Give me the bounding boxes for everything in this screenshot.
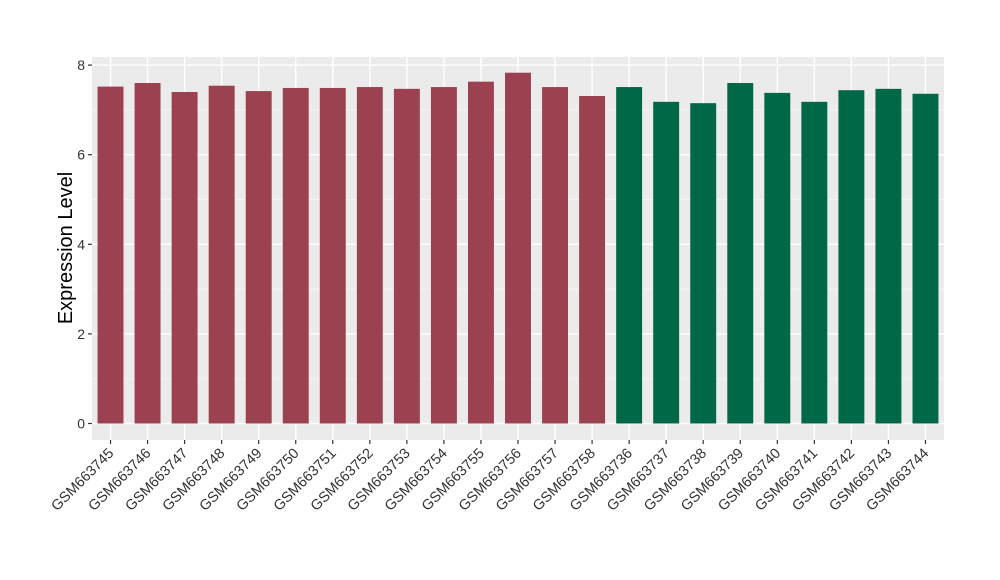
y-tick-label: 6 (77, 147, 85, 163)
bar-GSM663739 (727, 83, 754, 424)
y-axis-title: Expression Level (55, 172, 77, 324)
y-axis: 0 2 4 6 8 (77, 57, 92, 432)
bar-GSM663757 (542, 87, 569, 424)
bar-GSM663746 (134, 83, 161, 424)
bar-GSM663744 (912, 93, 939, 424)
bar-GSM663750 (282, 87, 309, 424)
bar-GSM663752 (356, 87, 383, 424)
bar-GSM663749 (245, 91, 272, 424)
bar-GSM663745 (97, 86, 124, 424)
y-tick-label: 2 (77, 326, 85, 342)
bar-GSM663742 (838, 90, 865, 424)
bar-GSM663737 (653, 101, 680, 424)
bar-GSM663738 (690, 103, 717, 424)
bar-GSM663740 (764, 92, 791, 424)
bar-series (97, 72, 939, 424)
y-tick-label: 8 (77, 57, 85, 73)
bar-GSM663751 (319, 87, 346, 424)
bar-GSM663755 (467, 81, 494, 424)
y-tick-label: 0 (77, 416, 85, 432)
bar-GSM663754 (430, 87, 457, 424)
bar-GSM663756 (505, 72, 531, 424)
bar-GSM663736 (616, 87, 643, 424)
bar-GSM663753 (393, 88, 420, 424)
y-tick-label: 4 (77, 236, 85, 252)
bar-GSM663758 (579, 96, 606, 424)
bar-GSM663743 (875, 88, 902, 424)
bar-GSM663747 (171, 91, 198, 424)
bar-GSM663741 (801, 101, 828, 424)
bar-GSM663748 (208, 85, 235, 424)
x-axis: GSM663745GSM663746GSM663747GSM663748GSM6… (48, 440, 932, 514)
